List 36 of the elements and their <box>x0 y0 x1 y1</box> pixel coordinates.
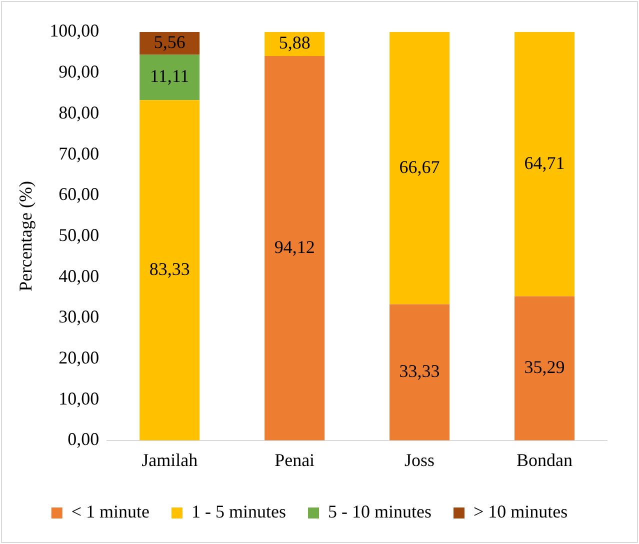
bar <box>390 32 450 304</box>
bar <box>264 56 325 440</box>
y-tick-label: 80,00 <box>58 102 100 122</box>
y-tick-label: 0,00 <box>68 429 100 450</box>
y-tick-label: 70,00 <box>58 143 100 164</box>
data-label: 33,33 <box>399 361 440 382</box>
y-tick-label: 30,00 <box>58 306 100 327</box>
x-tick-label: Penai <box>274 450 315 470</box>
legend-label: > 10 minutes <box>473 502 568 522</box>
data-label: 64,71 <box>524 152 565 173</box>
y-axis-title: Percentage (%) <box>16 180 36 292</box>
data-label: 5,56 <box>154 32 186 52</box>
y-tick-label: 20,00 <box>58 347 100 368</box>
data-label: 94,12 <box>274 236 315 257</box>
legend-label: < 1 minute <box>71 502 150 522</box>
y-tick-label: 90,00 <box>58 62 100 82</box>
x-tick-label: Joss <box>404 450 435 470</box>
y-tick-label: 100,00 <box>50 20 100 41</box>
data-label: 11,11 <box>150 66 190 86</box>
data-label: 5,88 <box>278 32 310 53</box>
y-tick-label: 40,00 <box>58 266 100 286</box>
bar <box>390 304 450 440</box>
data-label: 66,67 <box>399 156 440 177</box>
bar <box>514 296 575 440</box>
bar <box>140 54 200 100</box>
legend-label: 5 - 10 minutes <box>328 502 432 522</box>
y-tick-label: 10,00 <box>58 388 100 408</box>
legend-label: 1 - 5 minutes <box>192 502 286 522</box>
bar <box>140 100 200 440</box>
data-label: 35,29 <box>524 357 565 378</box>
bar <box>514 32 575 296</box>
x-tick-label: Bondan <box>516 450 573 470</box>
x-tick-label: Jamilah <box>142 450 198 470</box>
y-tick-label: 50,00 <box>58 224 100 245</box>
data-label: 83,33 <box>149 258 190 279</box>
y-tick-label: 60,00 <box>58 184 100 204</box>
